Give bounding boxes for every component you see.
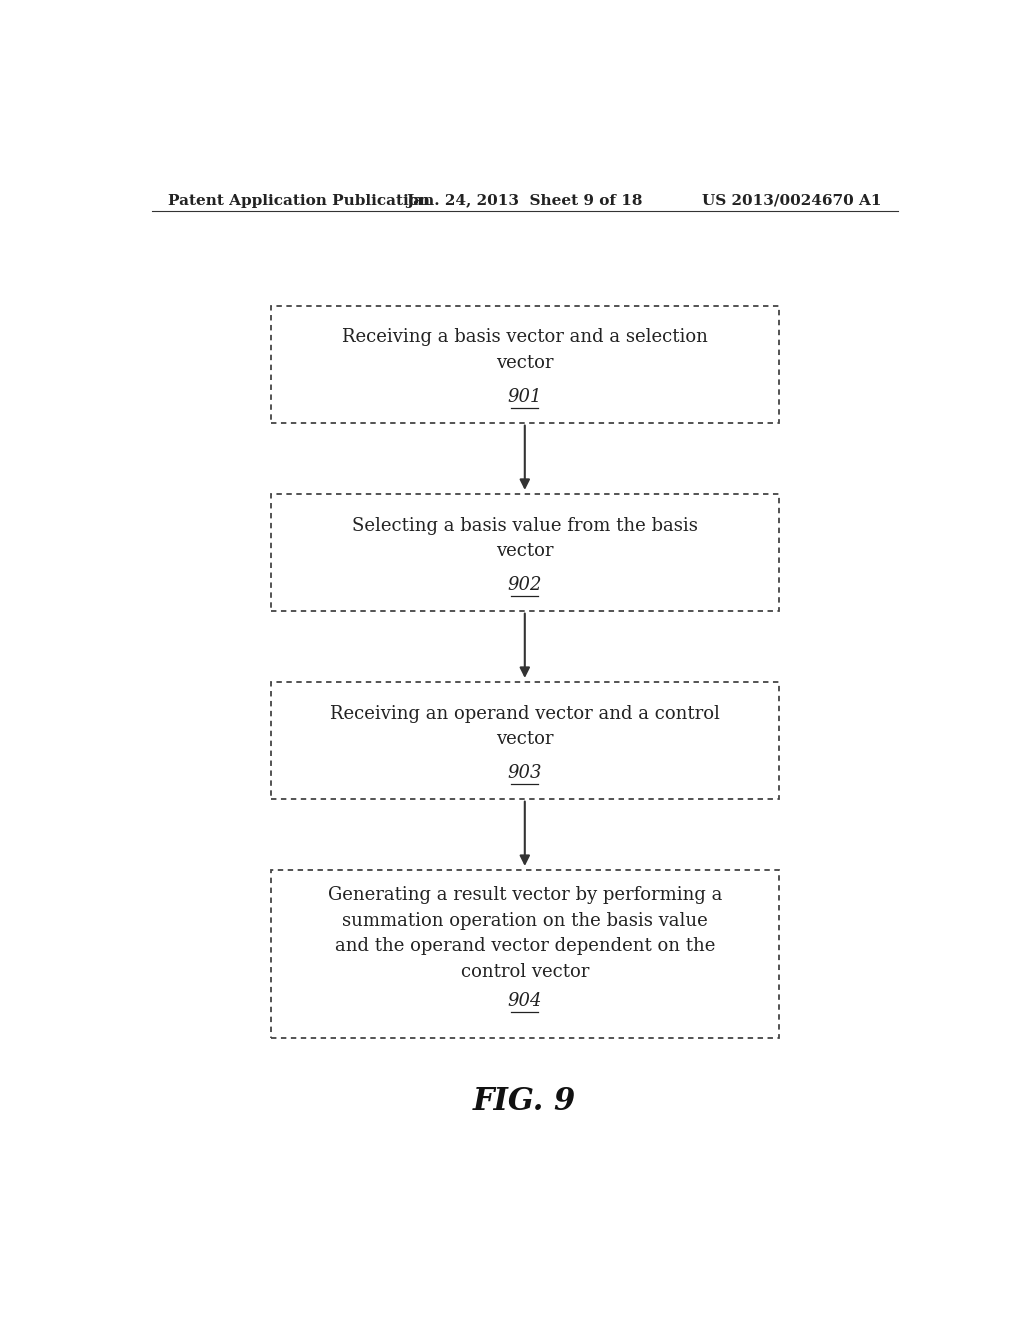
Text: vector: vector (496, 354, 554, 372)
Text: Jan. 24, 2013  Sheet 9 of 18: Jan. 24, 2013 Sheet 9 of 18 (407, 194, 643, 209)
FancyBboxPatch shape (270, 494, 779, 611)
Text: Patent Application Publication: Patent Application Publication (168, 194, 430, 209)
Text: and the operand vector dependent on the: and the operand vector dependent on the (335, 937, 715, 956)
Text: Selecting a basis value from the basis: Selecting a basis value from the basis (352, 516, 697, 535)
Text: vector: vector (496, 543, 554, 560)
FancyBboxPatch shape (270, 682, 779, 799)
Text: Generating a result vector by performing a: Generating a result vector by performing… (328, 887, 722, 904)
FancyBboxPatch shape (270, 306, 779, 422)
Text: Receiving an operand vector and a control: Receiving an operand vector and a contro… (330, 705, 720, 722)
Text: summation operation on the basis value: summation operation on the basis value (342, 912, 708, 929)
Text: US 2013/0024670 A1: US 2013/0024670 A1 (702, 194, 882, 209)
Text: control vector: control vector (461, 962, 589, 981)
FancyBboxPatch shape (270, 870, 779, 1038)
Text: vector: vector (496, 730, 554, 748)
Text: 903: 903 (508, 764, 542, 781)
Text: 904: 904 (508, 991, 542, 1010)
Text: 901: 901 (508, 388, 542, 407)
Text: Receiving a basis vector and a selection: Receiving a basis vector and a selection (342, 329, 708, 346)
Text: 902: 902 (508, 576, 542, 594)
Text: FIG. 9: FIG. 9 (473, 1086, 577, 1117)
